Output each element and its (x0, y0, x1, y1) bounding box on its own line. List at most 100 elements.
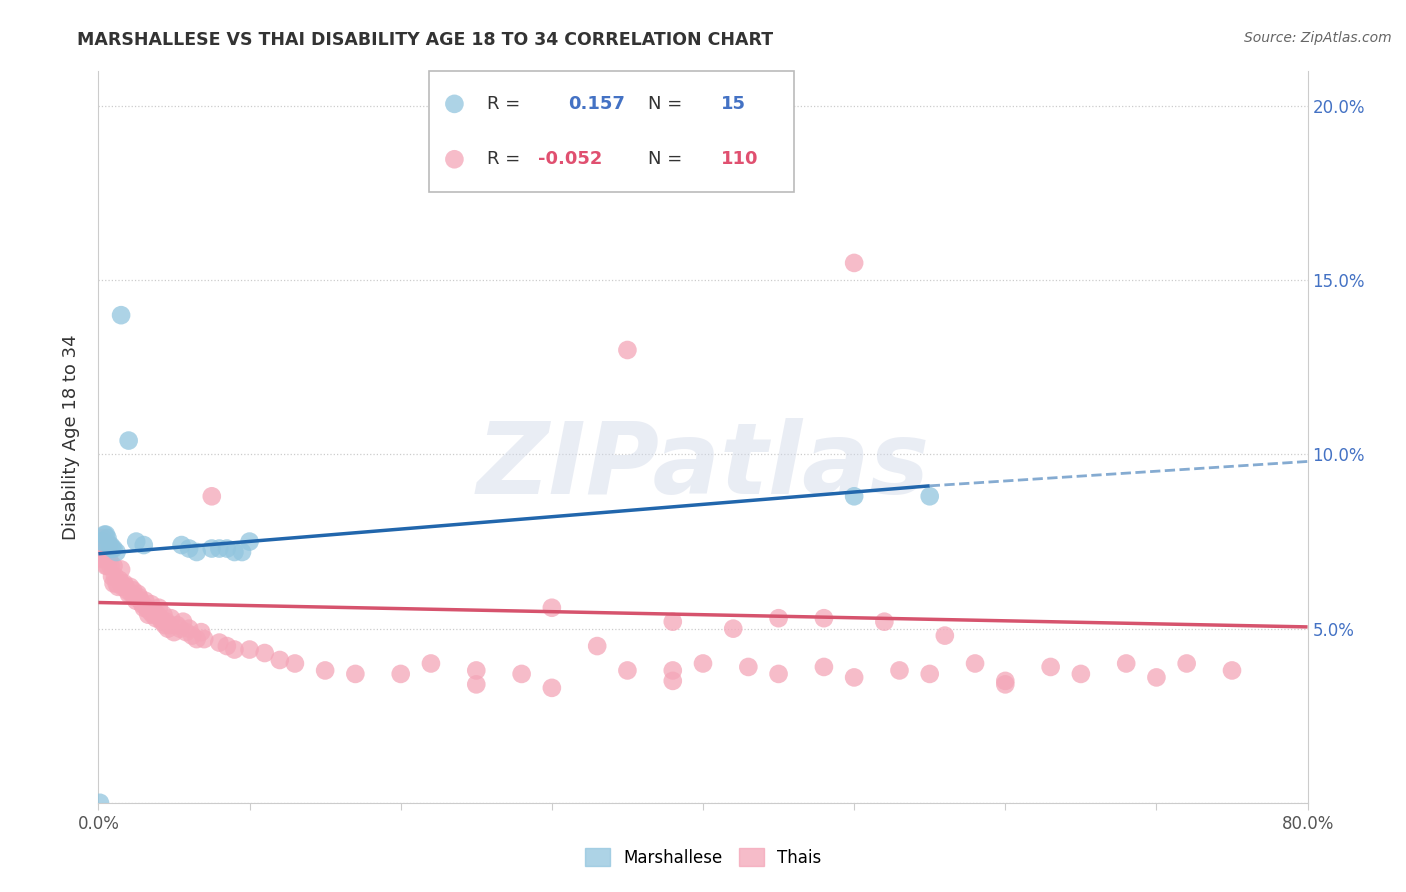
Point (135, 600, 157, 615)
Point (540, 681, 562, 695)
Point (131, 597, 153, 611)
Text: -0.052: -0.052 (538, 150, 603, 169)
Point (1115, 657, 1137, 671)
Point (143, 604, 166, 618)
Point (918, 667, 941, 681)
Point (661, 615, 683, 629)
Point (149, 611, 172, 625)
Point (103, 541, 125, 556)
Point (389, 667, 412, 681)
Point (1070, 667, 1092, 681)
Point (153, 618, 176, 632)
Point (100, 558, 122, 573)
Point (118, 587, 141, 601)
Point (768, 667, 790, 681)
Point (231, 545, 253, 559)
Point (141, 597, 163, 611)
Text: N =: N = (648, 150, 682, 169)
Point (112, 576, 135, 591)
Point (132, 600, 155, 615)
Point (105, 576, 128, 591)
Point (159, 618, 181, 632)
Point (1175, 657, 1198, 671)
Point (91, 545, 114, 559)
Point (125, 534, 148, 549)
Point (110, 562, 132, 576)
Text: 0.157: 0.157 (568, 95, 624, 113)
Point (101, 569, 124, 583)
Point (994, 673, 1017, 688)
Point (465, 664, 488, 678)
Point (224, 642, 246, 657)
Point (96, 531, 118, 545)
Point (201, 541, 224, 556)
Point (150, 615, 173, 629)
Point (170, 538, 193, 552)
Text: 15: 15 (721, 95, 747, 113)
Point (540, 600, 562, 615)
Point (965, 657, 987, 671)
Point (100, 538, 122, 552)
Point (918, 489, 941, 503)
Point (934, 629, 956, 643)
Point (89, 796, 111, 810)
Point (179, 541, 201, 556)
Point (110, 576, 132, 591)
Point (90, 552, 112, 566)
Point (186, 545, 208, 559)
Point (889, 664, 911, 678)
Point (114, 580, 136, 594)
Point (201, 489, 224, 503)
Point (420, 657, 443, 671)
Text: MARSHALLESE VS THAI DISABILITY AGE 18 TO 34 CORRELATION CHART: MARSHALLESE VS THAI DISABILITY AGE 18 TO… (77, 31, 773, 49)
Point (269, 653, 291, 667)
Point (148, 600, 170, 615)
Point (134, 594, 156, 608)
Point (172, 615, 194, 629)
Point (661, 673, 683, 688)
Point (844, 489, 866, 503)
Point (253, 646, 276, 660)
Point (91, 531, 114, 545)
Point (616, 664, 638, 678)
Point (443, 153, 465, 167)
Point (93, 552, 115, 566)
Point (465, 677, 488, 691)
Point (208, 541, 231, 556)
Point (94, 558, 117, 573)
Point (115, 583, 138, 598)
Point (208, 635, 231, 649)
Point (314, 664, 336, 678)
Point (96, 545, 118, 559)
Point (156, 622, 179, 636)
Point (994, 677, 1017, 691)
Point (89, 541, 111, 556)
Point (186, 632, 208, 646)
Point (179, 622, 201, 636)
Text: Source: ZipAtlas.com: Source: ZipAtlas.com (1244, 31, 1392, 45)
Point (1144, 670, 1167, 684)
Point (94, 527, 117, 541)
Point (103, 576, 125, 591)
Point (215, 639, 238, 653)
Text: R =: R = (488, 150, 520, 169)
Point (93, 541, 115, 556)
Point (692, 657, 714, 671)
Point (132, 538, 155, 552)
Point (813, 611, 835, 625)
Point (844, 256, 866, 270)
Point (121, 587, 143, 601)
Text: 110: 110 (721, 150, 759, 169)
Point (98, 538, 121, 552)
Point (142, 607, 165, 622)
Point (443, 96, 465, 111)
Point (169, 622, 191, 636)
Point (723, 622, 745, 636)
Point (616, 343, 638, 357)
Point (122, 583, 145, 598)
Point (239, 642, 262, 657)
Point (873, 615, 896, 629)
Point (224, 545, 246, 559)
Point (91, 534, 114, 549)
Point (111, 580, 134, 594)
